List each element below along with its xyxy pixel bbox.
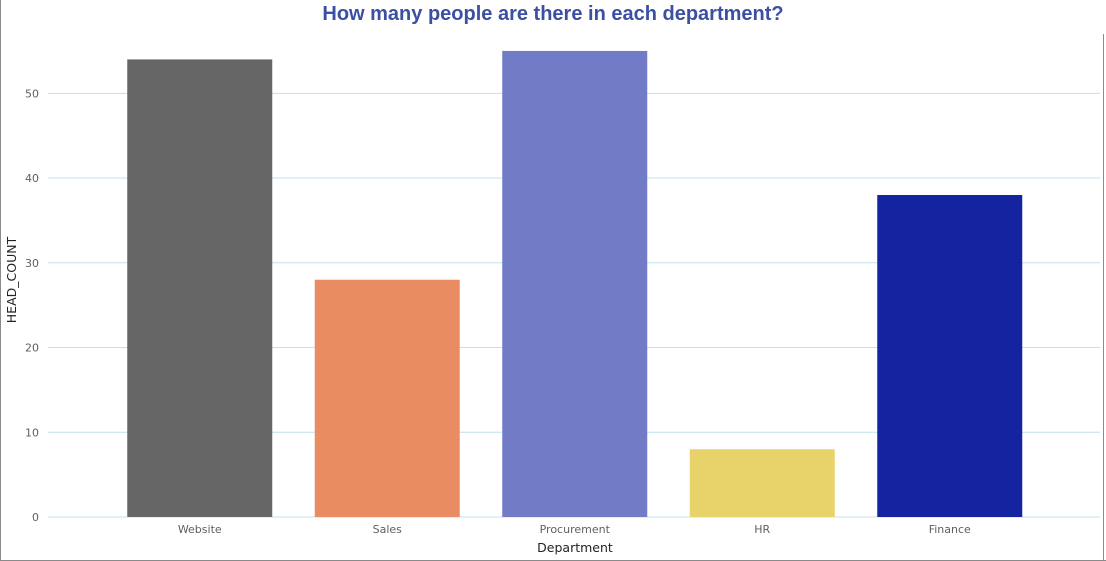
chart-frame-right-edge xyxy=(1103,34,1104,560)
bar-website xyxy=(127,59,273,517)
y-tick-label: 50 xyxy=(25,87,39,100)
bar-procurement xyxy=(502,50,648,518)
y-tick-label: 40 xyxy=(25,172,39,185)
y-tick-label: 0 xyxy=(32,511,39,524)
x-axis-label: Department xyxy=(537,540,613,555)
x-tick-label-website: Website xyxy=(178,523,222,536)
x-tick-label-finance: Finance xyxy=(929,523,971,536)
x-tick-label-procurement: Procurement xyxy=(540,523,611,536)
y-axis-label: HEAD_COUNT xyxy=(4,236,19,323)
chart-title: How many people are there in each depart… xyxy=(322,3,784,25)
y-tick-label: 20 xyxy=(25,342,39,355)
x-tick-label-hr: HR xyxy=(754,523,770,536)
y-tick-label: 30 xyxy=(25,257,39,270)
bar-sales xyxy=(314,279,460,517)
bar-hr xyxy=(689,449,835,517)
y-tick-label: 10 xyxy=(25,426,39,439)
x-tick-label-sales: Sales xyxy=(373,523,403,536)
bar-finance xyxy=(877,195,1023,517)
